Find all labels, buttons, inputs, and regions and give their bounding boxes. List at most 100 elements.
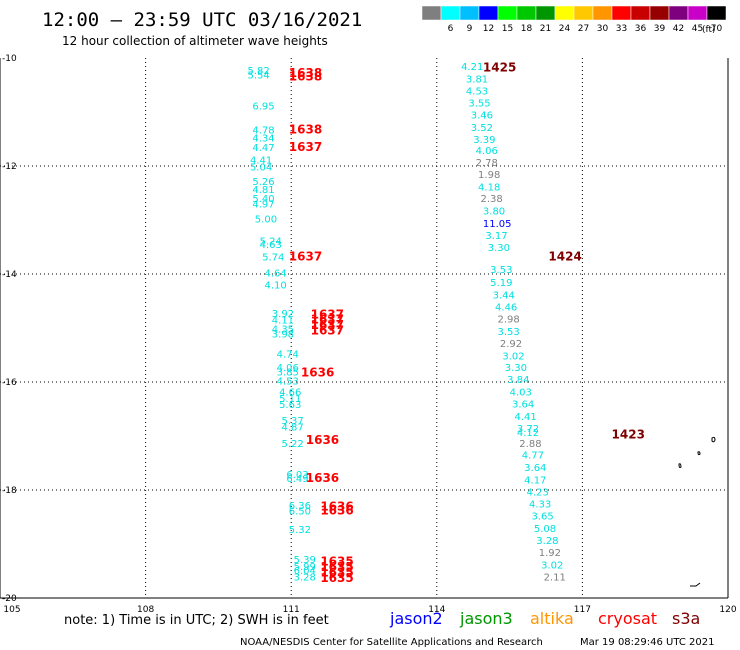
x-tick-label: 111 — [283, 605, 300, 615]
satellite-name: cryosat — [598, 609, 657, 628]
swh-label: 3.98 — [272, 330, 294, 341]
swh-label: 4.77 — [522, 451, 544, 462]
legend-swatch — [630, 5, 651, 21]
swh-label: 11.05 — [483, 219, 512, 230]
legend-label: 42 — [673, 24, 684, 34]
swh-label: 1.92 — [539, 548, 561, 559]
legend-label: 12 — [483, 24, 494, 34]
satellite-legend: jason2 jason3 altika cryosat s3a — [389, 609, 700, 628]
legend-swatch — [459, 5, 480, 21]
time-label: 1423 — [612, 428, 645, 442]
swh-label: 5.39 — [294, 555, 316, 566]
swh-label: 5.04 — [250, 162, 272, 173]
x-tick-label: 120 — [719, 605, 736, 615]
swh-label: 2.38 — [480, 194, 502, 205]
x-tick-label: 108 — [137, 605, 154, 615]
footer-credit: NOAA/NESDIS Center for Satellite Applica… — [240, 637, 543, 648]
swh-label: 3.72 — [517, 424, 539, 435]
axis-ticks: 105 108 111 114 117 120 -10 -12 -14 -16 -18 -20 — [2, 54, 737, 615]
swh-label: 4.06 — [476, 146, 498, 157]
time-label: 1637 — [311, 313, 344, 327]
swh-label: 4.53 — [466, 87, 488, 98]
y-tick-label: -14 — [2, 270, 17, 280]
time-label: 1637 — [311, 323, 344, 337]
swh-label: 4.12 — [517, 428, 539, 439]
swh-label: 4.34 — [252, 134, 274, 145]
legend-swatch — [668, 5, 689, 21]
coast-outline — [690, 582, 701, 587]
legend-swatch — [706, 5, 727, 21]
swh-label: 4.21 — [461, 62, 483, 73]
swh-label: 5.19 — [490, 278, 512, 289]
legend-swatch — [592, 5, 613, 21]
island-outlines — [678, 436, 716, 587]
swh-label: 3.92 — [272, 309, 294, 320]
legend-swatch — [421, 5, 442, 21]
swh-label: 2.98 — [497, 315, 519, 326]
swh-label: 4.06 — [277, 363, 299, 374]
swh-label: 3.02 — [541, 560, 563, 571]
swh-label: 3.80 — [483, 207, 505, 218]
legend-label: 30 — [597, 24, 609, 34]
swh-label: 5.22 — [281, 439, 303, 450]
legend-swatch — [554, 5, 575, 21]
island-outline-1 — [711, 436, 716, 443]
swh-label: 5.26 — [252, 177, 274, 188]
swh-label: 4.46 — [495, 303, 517, 314]
time-label: 1636 — [320, 503, 353, 517]
legend-label: 39 — [654, 24, 666, 34]
swh-label: 5.37 — [281, 416, 303, 427]
time-label: 1637 — [289, 140, 322, 154]
time-labels: 1638163816381637163716371637163716371636… — [289, 61, 645, 585]
swh-label: 5.32 — [289, 525, 311, 536]
swh-label: 4.11 — [272, 316, 294, 327]
legend-label: 9 — [467, 24, 473, 34]
time-label: 1638 — [289, 66, 322, 80]
swh-label: 5.54 — [248, 71, 270, 82]
swh-label: 3.39 — [473, 135, 495, 146]
y-tick-label: -20 — [2, 594, 17, 604]
swh-label: 4.10 — [265, 281, 287, 292]
swh-label: 4.97 — [252, 200, 274, 211]
swh-label: 4.23 — [527, 487, 549, 498]
swh-label: 3.46 — [471, 110, 493, 121]
legend-label: 36 — [635, 24, 647, 34]
legend-label: 15 — [502, 24, 513, 34]
swh-label: 5.74 — [262, 253, 284, 264]
legend-swatch — [440, 5, 461, 21]
swh-label: 4.35 — [272, 324, 294, 335]
legend-swatch — [516, 5, 537, 21]
legend-label: 18 — [521, 24, 533, 34]
swh-label: 3.64 — [524, 463, 546, 474]
legend-swatch — [478, 5, 499, 21]
swh-label: 2.11 — [544, 573, 566, 584]
island-outline-2 — [697, 451, 701, 456]
swh-label: 3.85 — [277, 368, 299, 379]
satellite-name: jason2 — [389, 609, 443, 628]
swh-label: 5.11 — [279, 394, 301, 405]
legend-label: 21 — [540, 24, 551, 34]
legend-label: 6 — [448, 24, 454, 34]
time-label: 1637 — [289, 250, 322, 264]
swh-label: 5.82 — [248, 66, 270, 77]
swh-label: 3.02 — [502, 351, 524, 362]
time-label: 1635 — [320, 560, 353, 574]
swh-label: 3.64 — [512, 399, 534, 410]
legend-swatch — [535, 5, 556, 21]
legend-swatch — [573, 5, 594, 21]
swh-label: 3.28 — [294, 573, 316, 584]
plot-frame — [0, 58, 728, 598]
y-tick-label: -16 — [2, 378, 17, 388]
y-tick-label: -18 — [2, 486, 17, 496]
swh-label: 4.47 — [252, 143, 274, 154]
time-label: 1636 — [306, 471, 339, 485]
y-tick-label: -12 — [2, 162, 17, 172]
grid-lines — [0, 58, 729, 599]
swh-label: 1.98 — [478, 170, 500, 181]
swh-label: 4.41 — [250, 155, 272, 166]
swh-label: 6.04 — [294, 566, 316, 577]
swh-label: 4.41 — [514, 412, 536, 423]
swh-label: 6.03 — [286, 470, 308, 481]
swh-label: 4.18 — [478, 182, 500, 193]
legend-label: 70 — [711, 24, 723, 34]
